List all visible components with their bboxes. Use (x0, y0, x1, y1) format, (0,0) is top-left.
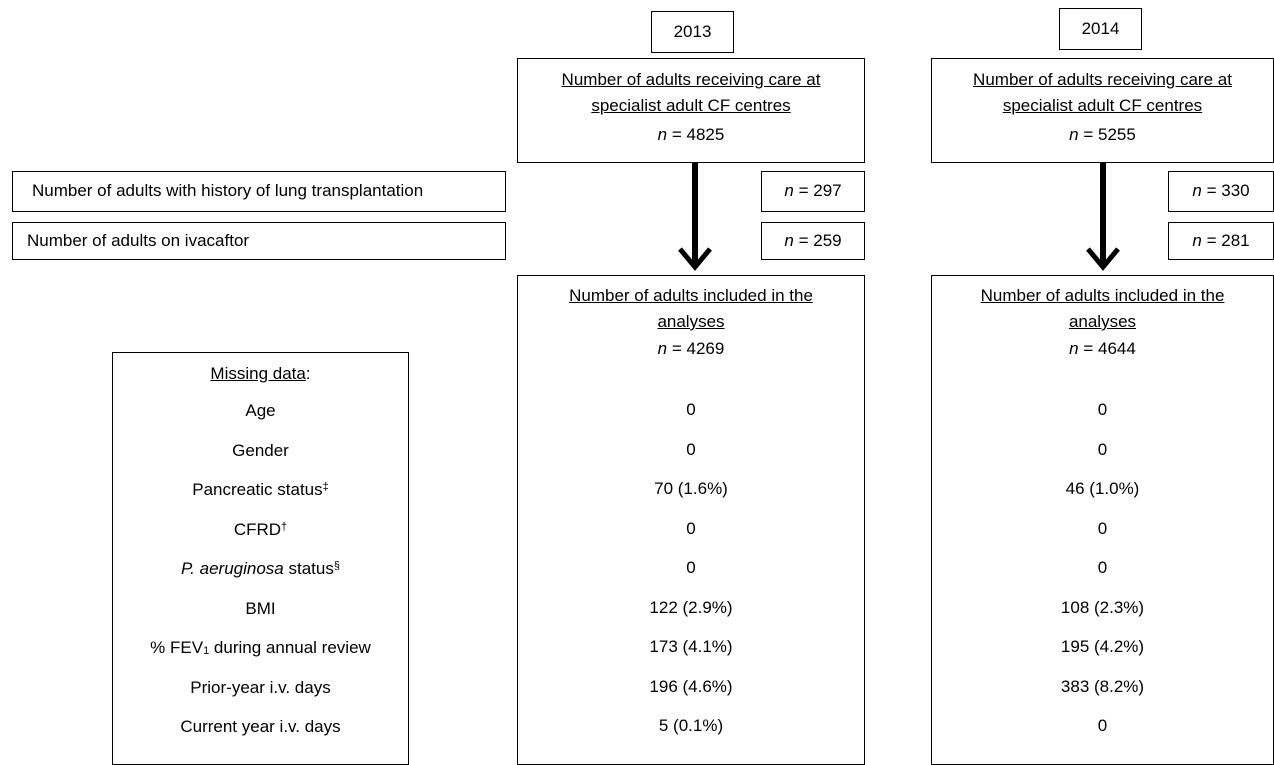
transplant-value-2014-box: n = 330 (1168, 171, 1274, 212)
centres-n-2014: n = 5255 (1069, 125, 1136, 144)
analyses-n-2014: n = 4644 (1069, 339, 1136, 358)
analyses-line2-2014: analyses (1068, 312, 1137, 331)
missing-row-label: BMI (245, 599, 276, 618)
ivacaftor-value-2013-box: n = 259 (761, 222, 865, 260)
ivacaftor-value-2014: 281 (1221, 231, 1250, 250)
transplant-value-2013: 297 (813, 181, 842, 200)
year-2013-box: 2013 (651, 11, 734, 53)
transplant-value-2014: 330 (1221, 181, 1250, 200)
ivacaftor-value-2013: 259 (813, 231, 842, 250)
missing-value-2014: 46 (1.0%) (1065, 479, 1140, 498)
missing-value-2013: 173 (4.1%) (649, 637, 733, 656)
missing-value-2013: 196 (4.6%) (649, 677, 733, 696)
missing-data-title: Missing data: (210, 364, 311, 383)
ivacaftor-value-2014-box: n = 281 (1168, 222, 1274, 260)
missing-value-2013: 5 (0.1%) (658, 716, 724, 735)
ivacaftor-label-box: Number of adults on ivacaftor (12, 222, 506, 260)
centres-box-2014: Number of adults receiving care at speci… (931, 58, 1274, 163)
missing-row-label: Gender (232, 441, 289, 460)
centres-line1-2013: Number of adults receiving care at (561, 70, 821, 89)
arrow-2014 (1086, 163, 1120, 271)
missing-value-2014: 0 (1097, 519, 1108, 538)
missing-value-2013: 70 (1.6%) (654, 479, 728, 498)
missing-value-2014: 383 (8.2%) (1060, 677, 1145, 696)
missing-value-2014: 195 (4.2%) (1060, 637, 1145, 656)
missing-value-2013: 0 (686, 558, 696, 577)
transplant-label: Number of adults with history of lung tr… (32, 181, 424, 200)
year-2014-box: 2014 (1059, 8, 1142, 50)
missing-value-2014: 0 (1097, 716, 1108, 735)
year-2013-label: 2013 (673, 22, 712, 41)
analyses-line2-2013: analyses (657, 312, 725, 331)
centres-line1-2014: Number of adults receiving care at (973, 70, 1232, 89)
analyses-line1-2014: Number of adults included in the (980, 286, 1225, 305)
centres-n-2013: n = 4825 (657, 125, 725, 144)
missing-value-2014: 108 (2.3%) (1060, 598, 1145, 617)
analyses-box-2013: Number of adults included in the analyse… (517, 275, 865, 765)
analyses-line1-2013: Number of adults included in the (569, 286, 813, 305)
missing-value-2014: 0 (1097, 558, 1108, 577)
missing-value-2013: 122 (2.9%) (649, 598, 733, 617)
missing-value-2013: 0 (686, 400, 696, 419)
analyses-n-2013: n = 4269 (657, 339, 725, 358)
missing-row-label: Current year i.v. days (180, 717, 341, 736)
centres-line2-2013: specialist adult CF centres (591, 96, 791, 115)
missing-value-2014: 0 (1097, 400, 1108, 419)
missing-value-2014: 0 (1097, 440, 1108, 459)
missing-row-label: Age (245, 401, 276, 420)
transplant-value-2013-box: n = 297 (761, 171, 865, 212)
missing-row-label: CFRD† (233, 520, 288, 539)
ivacaftor-label: Number of adults on ivacaftor (27, 231, 250, 250)
analyses-box-2014: Number of adults included in the analyse… (931, 275, 1274, 765)
missing-row-label: Pancreatic status‡ (192, 480, 329, 499)
centres-line2-2014: specialist adult CF centres (1002, 96, 1203, 115)
missing-row-label: Prior-year i.v. days (190, 678, 331, 697)
missing-row-label: P. aeruginosa status§ (181, 559, 340, 578)
transplant-label-box: Number of adults with history of lung tr… (12, 171, 506, 212)
year-2014-label: 2014 (1081, 19, 1120, 38)
missing-value-2013: 0 (686, 440, 696, 459)
missing-row-label: % FEV1 during annual review (150, 638, 371, 657)
missing-value-2013: 0 (686, 519, 696, 538)
arrow-2013 (678, 163, 712, 271)
centres-box-2013: Number of adults receiving care at speci… (517, 58, 865, 163)
missing-data-box: Missing data: Age Gender Pancreatic status… (112, 352, 409, 765)
